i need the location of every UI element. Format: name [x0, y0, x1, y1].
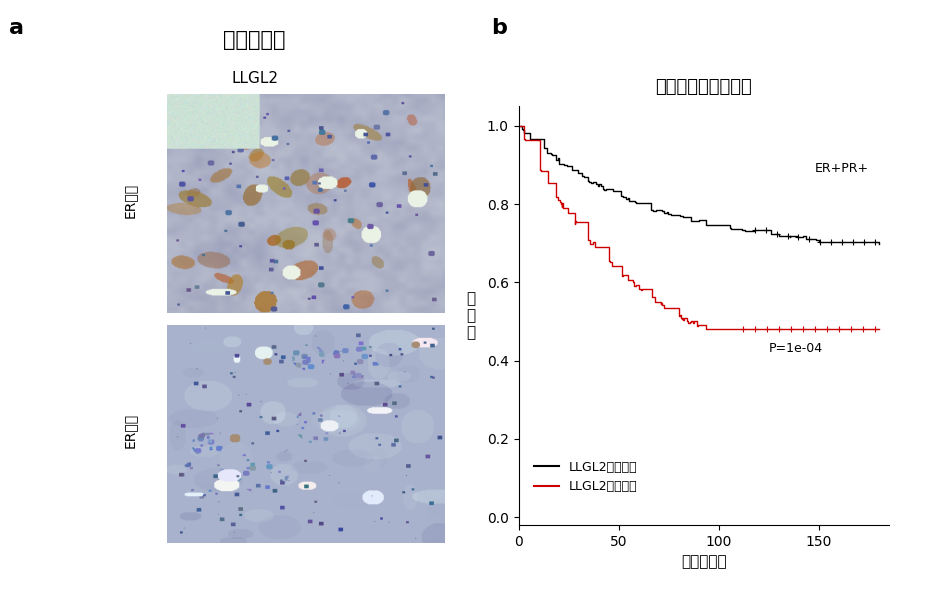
Text: ER阴性: ER阴性 — [122, 413, 137, 448]
Text: 癌细胞: 癌细胞 — [384, 513, 414, 531]
Text: P=1e-04: P=1e-04 — [769, 342, 823, 355]
Y-axis label: 生
存
率: 生 存 率 — [467, 291, 476, 340]
Text: 乳腺癌组织: 乳腺癌组织 — [223, 30, 286, 50]
Text: ER阳性: ER阳性 — [122, 183, 137, 218]
Title: 乳腺癌患者的生存率: 乳腺癌患者的生存率 — [656, 78, 752, 96]
Text: LLGL2: LLGL2 — [232, 71, 278, 86]
Legend: LLGL2少量表达, LLGL2大量表达: LLGL2少量表达, LLGL2大量表达 — [529, 455, 642, 498]
X-axis label: 时间（月）: 时间（月） — [681, 555, 727, 569]
Text: a: a — [9, 18, 24, 38]
Text: b: b — [491, 18, 507, 38]
Text: ER+PR+: ER+PR+ — [815, 162, 869, 175]
